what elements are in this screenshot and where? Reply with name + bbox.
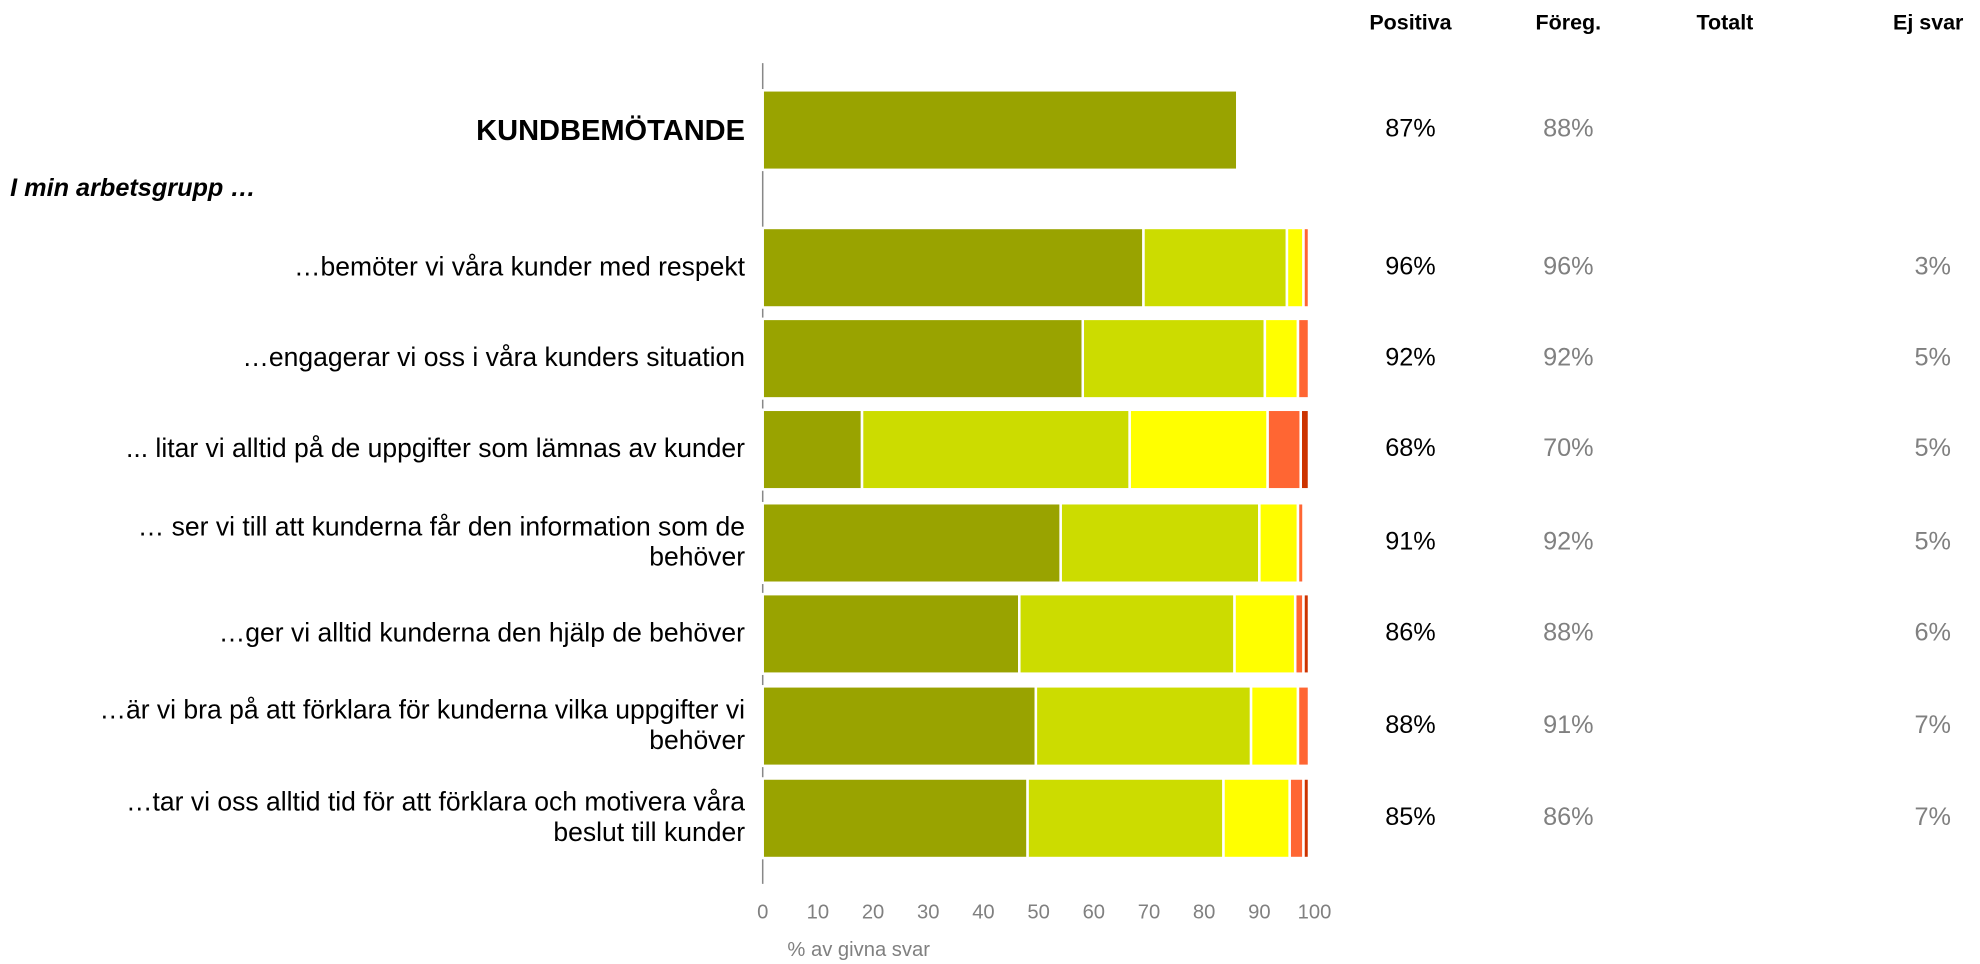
table-value: 96% [1385,252,1436,280]
bar-segment [761,408,864,491]
category-label: …tar vi oss alltid tid för att förklara … [0,775,745,861]
category-label-box: …tar vi oss alltid tid för att förklara … [0,775,745,861]
category-label-box: … ser vi till att kunderna får den infor… [0,500,745,586]
table-value: 92% [1385,343,1436,371]
table-value: 85% [1385,803,1436,831]
category-label-box: …engagerar vi oss i våra kunders situati… [0,316,745,402]
category-label: … ser vi till att kunderna får den infor… [0,500,745,586]
table-value: 5% [1914,528,1951,556]
table-value: 3% [1914,252,1951,280]
category-label: …ger vi alltid kunderna den hjälp de beh… [0,591,745,677]
x-tick-label: 80 [1193,901,1215,923]
category-label-box: ... litar vi alltid på de uppgifter som … [0,407,745,493]
table-value: 87% [1385,115,1436,143]
x-tick-label: 60 [1083,901,1105,923]
table-value: 86% [1385,619,1436,647]
column-header: Föreg. [1536,11,1602,35]
category-text: ... litar vi alltid på de uppgifter som … [125,434,746,464]
table-value: 6% [1914,619,1951,647]
bar-segment [1296,317,1311,400]
bar-segment [1081,317,1267,400]
table-value: 92% [1543,528,1594,556]
bar-segment [761,317,1085,400]
section-title: KUNDBEMÖTANDE [0,87,745,173]
table-value: 5% [1914,343,1951,371]
bar-segment [761,592,1021,675]
bar-segment [1296,685,1311,768]
x-tick-label: 50 [1027,901,1049,923]
category-text: …tar vi oss alltid tid för att förklara … [126,787,746,848]
bar-segment [1302,777,1311,860]
table-value: 7% [1914,711,1951,739]
bar-segment [1285,226,1305,309]
bar-segment [860,408,1131,491]
category-label: …är vi bra på att förklara för kunderna … [0,683,745,769]
bar-segment [1034,685,1253,768]
category-text: KUNDBEMÖTANDE [476,113,746,147]
table-value: 5% [1914,434,1951,462]
bar-segment [1302,592,1311,675]
bar-segment [1249,685,1300,768]
bar-segment [761,777,1029,860]
table-value: 86% [1543,803,1594,831]
x-tick-label: 100 [1298,901,1332,923]
category-label-box: KUNDBEMÖTANDE [0,87,745,173]
table-value: 7% [1914,803,1951,831]
bar-segment [761,685,1038,768]
bar-segment [1299,408,1311,491]
bar-segment [1222,777,1291,860]
group-label: I min arbetsgrupp … [10,174,256,202]
bar-segment [1026,777,1225,860]
category-text: …bemöter vi våra kunder med respekt [294,252,746,282]
category-label: …bemöter vi våra kunder med respekt [0,225,745,311]
category-label-box: …är vi bra på att förklara för kunderna … [0,683,745,769]
category-label: …engagerar vi oss i våra kunders situati… [0,316,745,402]
column-header: Positiva [1369,11,1452,35]
bar-segment [761,89,1239,172]
category-label-box: …bemöter vi våra kunder med respekt [0,225,745,311]
bar-segment [1128,408,1269,491]
bar-segment [1302,226,1311,309]
table-value: 88% [1543,115,1594,143]
table-value: 91% [1543,711,1594,739]
category-label-box: …ger vi alltid kunderna den hjälp de beh… [0,591,745,677]
bar-segment [761,501,1062,585]
column-header: Ej svar [1893,11,1964,35]
bar-segment [1059,501,1261,585]
bar-segment [1296,501,1305,585]
bar-segment [1266,408,1302,491]
bar-segment [1258,501,1300,585]
category-text: …är vi bra på att förklara för kunderna … [99,695,746,756]
table-value: 68% [1385,434,1436,462]
table-value: 88% [1543,619,1594,647]
table-value: 70% [1543,434,1594,462]
x-tick-label: 10 [807,901,829,923]
x-tick-label: 20 [862,901,884,923]
bar-segment [761,226,1145,309]
table-value: 88% [1385,711,1436,739]
bar-segment [1142,226,1289,309]
x-tick-label: 0 [757,901,768,923]
bar-segment [1233,592,1297,675]
x-axis-title: % av givna svar [787,939,930,961]
category-label: ... litar vi alltid på de uppgifter som … [0,407,745,493]
bar-segment [1018,592,1236,675]
bar-segment [1263,317,1300,400]
x-tick-label: 90 [1248,901,1270,923]
category-text: …engagerar vi oss i våra kunders situati… [242,343,746,373]
table-value: 91% [1385,528,1436,556]
bar-segment [1288,777,1305,860]
x-tick-label: 70 [1138,901,1160,923]
column-header: Totalt [1697,11,1754,35]
category-text: …ger vi alltid kunderna den hjälp de beh… [218,618,746,648]
table-value: 96% [1543,252,1594,280]
category-text: … ser vi till att kunderna får den infor… [137,512,746,573]
table-value: 92% [1543,343,1594,371]
x-tick-label: 30 [917,901,939,923]
x-tick-label: 40 [972,901,994,923]
